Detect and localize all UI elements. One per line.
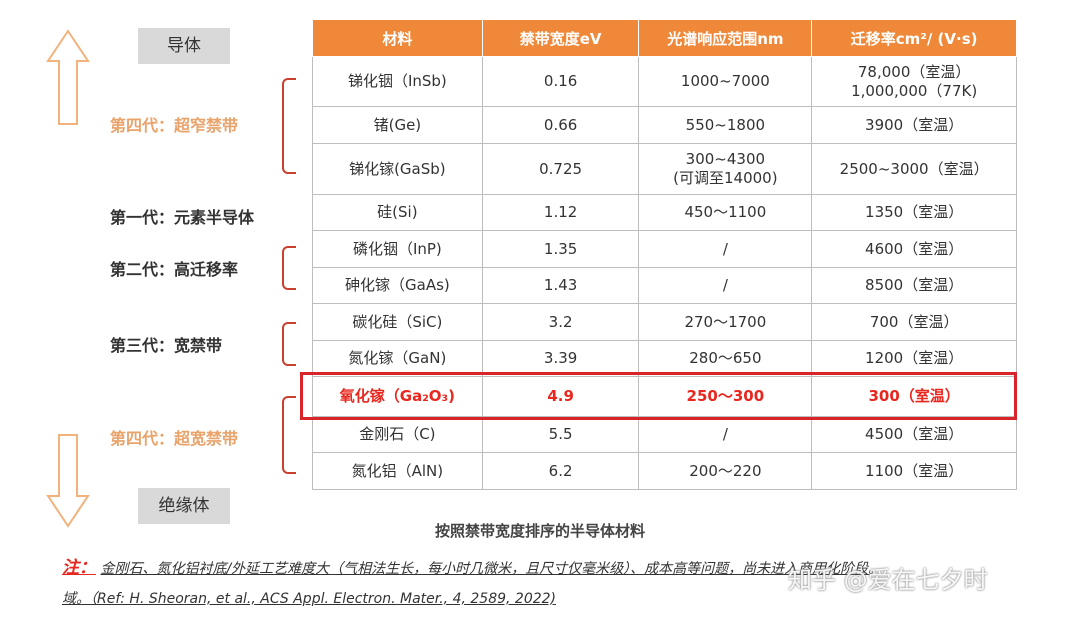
cell-spectrum: 200～220 <box>638 452 813 490</box>
bracket-fourth-narrow <box>282 78 296 174</box>
table-row: 磷化铟（InP) 1.35 / 4600（室温） <box>312 230 1017 268</box>
cell-mobility: 4600（室温） <box>811 230 1017 268</box>
table-caption: 按照禁带宽度排序的半导体材料 <box>434 522 645 540</box>
cell-bandgap: 4.9 <box>481 376 640 417</box>
table-row: 硅(Si) 1.12 450～1100 1350（室温） <box>312 194 1017 231</box>
cell-mobility: 8500（室温） <box>811 267 1017 304</box>
cell-bandgap: 3.39 <box>481 340 640 377</box>
cell-bandgap: 0.66 <box>481 106 640 144</box>
header-mobility: 迁移率cm²/ (V·s) <box>811 19 1017 57</box>
cell-material: 氧化镓（Ga₂O₃) <box>312 376 483 417</box>
cell-material: 金刚石（C) <box>312 416 483 453</box>
cell-spectrum: / <box>638 230 813 268</box>
cell-spectrum: 550~1800 <box>638 106 813 144</box>
cell-material: 砷化镓（GaAs) <box>312 267 483 304</box>
table-row: 锑化镓(GaSb) 0.725 300~4300 (可调至14000) 2500… <box>312 143 1017 195</box>
cell-mobility: 2500~3000（室温） <box>811 143 1017 195</box>
table-row: 锑化铟（InSb) 0.16 1000~7000 78,000（室温） 1,00… <box>312 56 1017 107</box>
cell-bandgap: 6.2 <box>481 452 640 490</box>
gen-label-fourth-wide: 第四代：超宽禁带 <box>110 429 239 448</box>
table-row: 砷化镓（GaAs) 1.43 / 8500（室温） <box>312 267 1017 304</box>
gen-label-third: 第三代：宽禁带 <box>110 336 223 355</box>
cell-mobility: 1350（室温） <box>811 194 1017 231</box>
cell-mobility: 300（室温） <box>811 376 1017 417</box>
cell-mobility: 1100（室温） <box>811 452 1017 490</box>
gen-label-first: 第一代：元素半导体 <box>110 208 255 227</box>
header-bandgap: 禁带宽度eV <box>481 19 640 57</box>
table-row: 金刚石（C) 5.5 / 4500（室温） <box>312 416 1017 453</box>
cell-spectrum: / <box>638 416 813 453</box>
cell-material: 锑化镓(GaSb) <box>312 143 483 195</box>
cell-spectrum: 450～1100 <box>638 194 813 231</box>
spectrum-line-2: (可调至14000) <box>673 169 778 187</box>
cell-material: 碳化硅（SiC) <box>312 303 483 341</box>
mobility-line-2: 1,000,000（77K) <box>851 81 978 100</box>
note-line-1: 金刚石、氮化铝衬底/外延工艺难度大（气相法生长，每小时几微米，且尺寸仅毫米级）、… <box>100 561 883 577</box>
bracket-third <box>282 322 296 366</box>
footnote: 注： 金刚石、氮化铝衬底/外延工艺难度大（气相法生长，每小时几微米，且尺寸仅毫米… <box>62 553 1042 614</box>
header-spectrum: 光谱响应范围nm <box>638 19 813 57</box>
cell-spectrum: 250～300 <box>638 376 813 417</box>
cell-spectrum: / <box>638 267 813 304</box>
bracket-fourth-wide <box>282 396 296 474</box>
cell-material: 锑化铟（InSb) <box>312 56 483 107</box>
mobility-line-1: 78,000（室温） <box>857 62 971 81</box>
table-row: 氮化镓（GaN) 3.39 280～650 1200（室温） <box>312 340 1017 377</box>
highlight-box <box>300 372 1017 420</box>
cell-spectrum: 270～1700 <box>638 303 813 341</box>
spectrum-line-1: 300~4300 <box>685 150 766 168</box>
bracket-second <box>282 246 296 290</box>
cell-bandgap: 1.12 <box>481 194 640 231</box>
conductor-box: 导体 <box>138 28 230 64</box>
table-header-row: 材料 禁带宽度eV 光谱响应范围nm 迁移率cm²/ (V·s) <box>312 19 1017 57</box>
cell-mobility: 4500（室温） <box>811 416 1017 453</box>
cell-bandgap: 5.5 <box>481 416 640 453</box>
cell-material: 锗(Ge) <box>312 106 483 144</box>
cell-mobility: 700（室温） <box>811 303 1017 341</box>
cell-mobility: 3900（室温） <box>811 106 1017 144</box>
cell-bandgap: 1.43 <box>481 267 640 304</box>
cell-material: 氮化铝（AlN) <box>312 452 483 490</box>
cell-bandgap: 1.35 <box>481 230 640 268</box>
cell-spectrum: 280～650 <box>638 340 813 377</box>
gen-label-second: 第二代：高迁移率 <box>110 260 239 279</box>
cell-spectrum: 1000~7000 <box>638 56 813 107</box>
cell-material: 磷化铟（InP) <box>312 230 483 268</box>
note-label: 注： <box>62 558 96 578</box>
cell-bandgap: 3.2 <box>481 303 640 341</box>
table-row-highlighted: 氧化镓（Ga₂O₃) 4.9 250～300 300（室温） <box>312 376 1017 417</box>
cell-bandgap: 0.16 <box>481 56 640 107</box>
table-row: 锗(Ge) 0.66 550~1800 3900（室温） <box>312 106 1017 144</box>
gen-label-fourth-narrow: 第四代：超窄禁带 <box>110 116 239 135</box>
header-material: 材料 <box>312 19 483 57</box>
cell-spectrum: 300~4300 (可调至14000) <box>638 143 813 195</box>
insulator-box: 绝缘体 <box>138 488 230 524</box>
table-row: 氮化铝（AlN) 6.2 200～220 1100（室温） <box>312 452 1017 490</box>
up-arrow-icon <box>46 29 90 125</box>
down-arrow-icon <box>46 434 90 528</box>
note-line-2: 域。（Ref: H. Sheoran, et al., ACS Appl. El… <box>62 591 557 607</box>
cell-bandgap: 0.725 <box>481 143 640 195</box>
cell-mobility: 78,000（室温） 1,000,000（77K) <box>811 56 1017 107</box>
materials-table: 材料 禁带宽度eV 光谱响应范围nm 迁移率cm²/ (V·s) 锑化铟（InS… <box>312 19 1017 490</box>
table-row: 碳化硅（SiC) 3.2 270～1700 700（室温） <box>312 303 1017 341</box>
cell-material: 硅(Si) <box>312 194 483 231</box>
watermark: 知乎 @爱在七夕时 <box>788 566 988 594</box>
